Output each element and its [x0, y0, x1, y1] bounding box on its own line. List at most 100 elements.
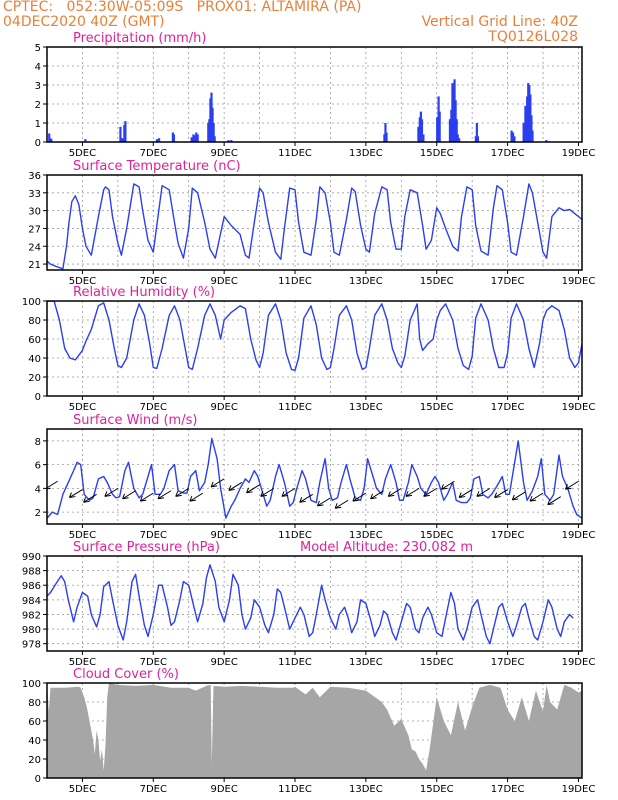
precip-bar — [448, 119, 452, 142]
wind-arrow — [299, 493, 313, 503]
x-tick-label: 13DEC — [349, 530, 383, 541]
wind-arrow — [157, 490, 172, 500]
wind-arrow — [228, 482, 243, 491]
wind-arrow — [334, 499, 349, 509]
wind-arrow — [189, 492, 204, 502]
x-tick-label: 19DEC — [562, 148, 596, 159]
panel-title: Precipitation (mm/h) — [73, 31, 206, 46]
x-tick-label: 19DEC — [562, 402, 596, 413]
x-tick-label: 7DEC — [140, 148, 167, 159]
wind-arrow — [246, 484, 260, 494]
panel-frame — [46, 555, 583, 652]
wind-arrow-head — [175, 491, 182, 497]
wind-arrow-head — [352, 495, 359, 502]
x-tick-label: 15DEC — [420, 530, 454, 541]
wind-arrow-head — [122, 493, 129, 500]
x-tick-label: 19DEC — [562, 657, 596, 668]
precip-bar — [438, 111, 441, 142]
precip-bar — [195, 132, 198, 142]
precip-bar — [48, 133, 51, 142]
precip-bar — [190, 137, 193, 142]
plot-area — [47, 183, 582, 270]
precip-bar — [213, 136, 216, 142]
wind-arrow — [441, 480, 455, 490]
y-tick-label: 20 — [28, 373, 41, 384]
wind-arrow-head — [458, 492, 466, 499]
panel-frame — [46, 174, 583, 271]
x-tick-label: 5DEC — [69, 148, 96, 159]
y-tick-label: 24 — [28, 242, 41, 253]
precip-bar — [84, 139, 87, 142]
wind-arrow — [405, 487, 420, 497]
x-tick-label: 11DEC — [278, 148, 312, 159]
y-tick-label: 40 — [28, 354, 41, 365]
wind-arrow-head — [68, 492, 76, 499]
y-tick-label: 21 — [28, 260, 41, 271]
x-tick-label: 11DEC — [278, 657, 312, 668]
wind-arrow-head — [547, 499, 554, 506]
wind-arrow-head — [260, 491, 267, 497]
x-tick-label: 11DEC — [278, 784, 312, 795]
wind-arrow — [370, 490, 384, 500]
panel-frame — [46, 428, 583, 525]
precip-bar — [531, 130, 534, 142]
y-tick-label: 990 — [22, 552, 41, 563]
wind-arrow — [281, 487, 296, 497]
x-tick-label: 19DEC — [562, 784, 596, 795]
wind-arrow — [352, 492, 367, 502]
wind-arrow-head — [139, 495, 147, 502]
wind-arrow — [210, 478, 225, 488]
cloud-area — [47, 683, 582, 778]
x-tick-label: 9DEC — [210, 657, 237, 668]
wind-arrow-head — [157, 493, 165, 500]
chart-panel-5: 0 20 40 60 80 100 5DEC 7DEC 9DEC 11DEC 13DEC 15DEC 1… — [22, 667, 595, 795]
wind-arrow — [260, 487, 275, 497]
x-tick-label: 5DEC — [69, 530, 96, 541]
wind-arrow — [494, 489, 508, 498]
y-tick-label: 988 — [22, 567, 41, 578]
precip-bar — [476, 136, 480, 142]
chart-panel-0: 0 1 2 3 4 5 5DEC 7DEC 9DEC 11DEC 13DEC 15DEC 17DEC 19… — [35, 31, 596, 159]
panel-title: Surface Temperature (nC) — [73, 159, 241, 174]
precip-bar — [524, 105, 527, 142]
x-tick-label: 13DEC — [349, 276, 383, 287]
plot-area — [47, 564, 574, 645]
wind-arrow-head — [511, 494, 519, 501]
panel-frame — [46, 300, 583, 397]
precip-bar — [475, 123, 478, 142]
precip-bar — [157, 138, 161, 142]
x-tick-label: 5DEC — [69, 784, 96, 795]
wind-arrow — [83, 493, 97, 503]
y-tick-label: 60 — [28, 717, 41, 728]
panel-title: Cloud Cover (%) — [73, 667, 179, 682]
wind-arrow-head — [299, 497, 306, 503]
precip-bar — [172, 134, 176, 142]
wind-arrow-head — [281, 491, 289, 497]
panel-title: Surface Pressure (hPa) — [73, 540, 220, 555]
x-tick-label: 19DEC — [562, 276, 596, 287]
wind-arrow-head — [334, 503, 342, 509]
panel-annotation: Model Altitude: 230.082 m — [300, 540, 473, 555]
x-tick-label: 15DEC — [420, 402, 454, 413]
wind-arrow — [317, 497, 331, 507]
precip-bar — [513, 136, 516, 142]
precip-bar — [420, 119, 424, 142]
wind-arrow-head — [440, 484, 448, 490]
wind-arrow — [512, 491, 526, 501]
chart-panel-3: 2 4 6 8 5DEC 7DEC 9DEC 11DEC 13DEC 15DEC 17DEC 19DE… — [35, 413, 596, 541]
x-tick-label: 15DEC — [420, 148, 454, 159]
wind-arrow-head — [387, 491, 395, 497]
precip-bar — [436, 117, 439, 142]
x-tick-label: 15DEC — [420, 784, 454, 795]
y-tick-label: 4 — [35, 62, 41, 73]
x-tick-label: 11DEC — [278, 530, 312, 541]
wind-arrow-head — [83, 497, 90, 503]
header-date: 04DEC2020 40Z (GMT) — [3, 14, 165, 30]
panel-title: Relative Humidity (%) — [73, 285, 215, 300]
wind-arrow — [104, 487, 119, 497]
x-tick-label: 17DEC — [491, 530, 525, 541]
chart-panel-1: 21 24 27 30 33 36 5DEC 7DEC 9DEC 11DEC 13DEC 15DEC 1… — [28, 159, 595, 287]
y-tick-label: 2 — [35, 100, 41, 111]
series-line — [47, 564, 574, 645]
x-tick-label: 9DEC — [210, 402, 237, 413]
